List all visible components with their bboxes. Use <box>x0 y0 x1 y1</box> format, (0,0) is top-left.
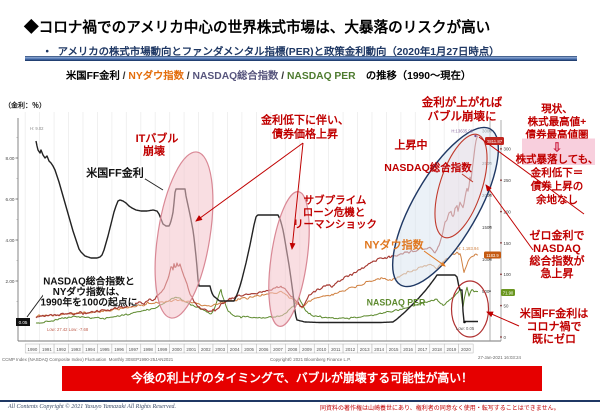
svg-text:2020: 2020 <box>461 347 471 352</box>
svg-text:株式最高値+: 株式最高値+ <box>528 115 587 128</box>
svg-text:1993: 1993 <box>71 347 81 352</box>
svg-text:2004: 2004 <box>230 347 240 352</box>
svg-text:1996: 1996 <box>114 347 124 352</box>
svg-text:2017: 2017 <box>418 347 428 352</box>
svg-text:金利が上がれば: 金利が上がれば <box>421 95 503 109</box>
svg-text:1990: 1990 <box>28 347 38 352</box>
svg-text:バブル崩壊に: バブル崩壊に <box>428 109 497 123</box>
svg-text:1990年を100の起点に: 1990年を100の起点に <box>41 296 138 309</box>
svg-text:2018: 2018 <box>432 347 442 352</box>
svg-text:1997: 1997 <box>129 347 139 352</box>
svg-text:1183.9: 1183.9 <box>486 253 499 258</box>
svg-text:1991: 1991 <box>42 347 52 352</box>
svg-text:2009: 2009 <box>302 347 312 352</box>
svg-text:H:13635.99: H:13635.99 <box>451 129 473 134</box>
svg-text:2000: 2000 <box>172 347 182 352</box>
svg-text:総合指数が: 総合指数が <box>530 254 585 268</box>
svg-text:2008: 2008 <box>288 347 298 352</box>
svg-text:2016: 2016 <box>403 347 413 352</box>
svg-text:1000: 1000 <box>482 257 492 262</box>
svg-text:2006: 2006 <box>259 347 269 352</box>
svg-text:⇩: ⇩ <box>552 141 562 155</box>
svg-text:2005: 2005 <box>244 347 254 352</box>
svg-text:リーマンショック: リーマンショック <box>293 219 377 231</box>
svg-text:2.00: 2.00 <box>6 279 15 284</box>
svg-text:1992: 1992 <box>56 347 66 352</box>
svg-text:2003: 2003 <box>215 347 225 352</box>
svg-text:NYダウ指数は、: NYダウ指数は、 <box>53 285 125 298</box>
svg-text:NASDAQ総合指数: NASDAQ総合指数 <box>384 161 472 174</box>
svg-text:Low: 0.05: Low: 0.05 <box>456 326 475 331</box>
svg-text:71.90: 71.90 <box>503 290 514 295</box>
svg-text:300: 300 <box>504 147 512 152</box>
svg-text:2013: 2013 <box>360 347 370 352</box>
svg-text:CCMP Index (NASDAQ Composite I: CCMP Index (NASDAQ Composite Index) Fluc… <box>2 357 174 362</box>
svg-text:米国FF金利: 米国FF金利 <box>85 166 143 180</box>
svg-text:27-Jan-2021 16:03:24: 27-Jan-2021 16:03:24 <box>478 355 522 360</box>
svg-text:1999: 1999 <box>158 347 168 352</box>
svg-text:債券最高値圏: 債券最高値圏 <box>525 128 589 141</box>
svg-text:1500: 1500 <box>482 225 492 230</box>
svg-text:2811.87: 2811.87 <box>487 139 503 144</box>
svg-text:2014: 2014 <box>374 347 384 352</box>
svg-text:既にゼロ: 既にゼロ <box>532 332 576 346</box>
svg-text:2010: 2010 <box>317 347 327 352</box>
svg-text:8.00: 8.00 <box>6 156 15 161</box>
svg-text:ローン危機と: ローン危機と <box>303 206 365 219</box>
svg-text:米国FF金利は: 米国FF金利は <box>519 306 588 320</box>
svg-text:上昇中: 上昇中 <box>395 138 428 152</box>
svg-text:1995: 1995 <box>100 347 110 352</box>
svg-text:4.00: 4.00 <box>6 238 15 243</box>
svg-text:150: 150 <box>504 241 512 246</box>
svg-text:2019: 2019 <box>447 347 457 352</box>
svg-text:NASDAQ総合指数と: NASDAQ総合指数と <box>43 275 134 288</box>
svg-text:2012: 2012 <box>345 347 355 352</box>
svg-text:現状、: 現状、 <box>541 102 573 115</box>
svg-text:200: 200 <box>504 209 512 214</box>
svg-text:2007: 2007 <box>273 347 283 352</box>
svg-text:50: 50 <box>504 303 509 308</box>
svg-text:NYダウ指数: NYダウ指数 <box>364 238 424 252</box>
svg-text:ITバブル: ITバブル <box>136 131 179 145</box>
svg-text:H: 9.02: H: 9.02 <box>30 126 44 131</box>
svg-text:1998: 1998 <box>143 347 153 352</box>
svg-text:急上昇: 急上昇 <box>541 266 574 280</box>
svg-text:サブプライム: サブプライム <box>304 194 367 207</box>
svg-text:金利低下に伴い、: 金利低下に伴い、 <box>260 113 349 127</box>
svg-text:（金利：％）: （金利：％） <box>4 101 46 110</box>
svg-text:2001: 2001 <box>186 347 196 352</box>
svg-text:Low: 27.42 Low: -7.68: Low: 27.42 Low: -7.68 <box>47 327 89 332</box>
svg-text:コロナ禍で: コロナ禍で <box>527 319 582 333</box>
svg-text:ゼロ金利で: ゼロ金利で <box>530 228 585 242</box>
svg-text:0.05: 0.05 <box>19 320 28 325</box>
svg-text:2011: 2011 <box>331 347 341 352</box>
svg-text:2002: 2002 <box>201 347 211 352</box>
svg-text:株式暴落しても、: 株式暴落しても、 <box>516 153 599 166</box>
svg-text:100: 100 <box>504 272 512 277</box>
svg-text:500: 500 <box>482 289 490 294</box>
svg-text:金利低下＝: 金利低下＝ <box>530 166 584 179</box>
svg-text:NASDAQ: NASDAQ <box>533 243 581 255</box>
svg-text:債券上昇の: 債券上昇の <box>530 180 584 193</box>
svg-text:250: 250 <box>504 178 512 183</box>
svg-text:余地なし: 余地なし <box>535 193 578 206</box>
svg-text:0: 0 <box>504 335 507 340</box>
svg-text:Copyright© 2021 Bloomberg Fina: Copyright© 2021 Bloomberg Finance L.P. <box>270 357 351 362</box>
svg-text:1994: 1994 <box>85 347 95 352</box>
svg-text:NASDAQ PER: NASDAQ PER <box>367 298 426 308</box>
svg-text:崩壊: 崩壊 <box>143 144 166 158</box>
svg-text:6.00: 6.00 <box>6 197 15 202</box>
svg-text:2015: 2015 <box>389 347 399 352</box>
svg-text:H: 1,183.94: H: 1,183.94 <box>457 246 479 251</box>
svg-text:債券価格上昇: 債券価格上昇 <box>271 127 338 141</box>
